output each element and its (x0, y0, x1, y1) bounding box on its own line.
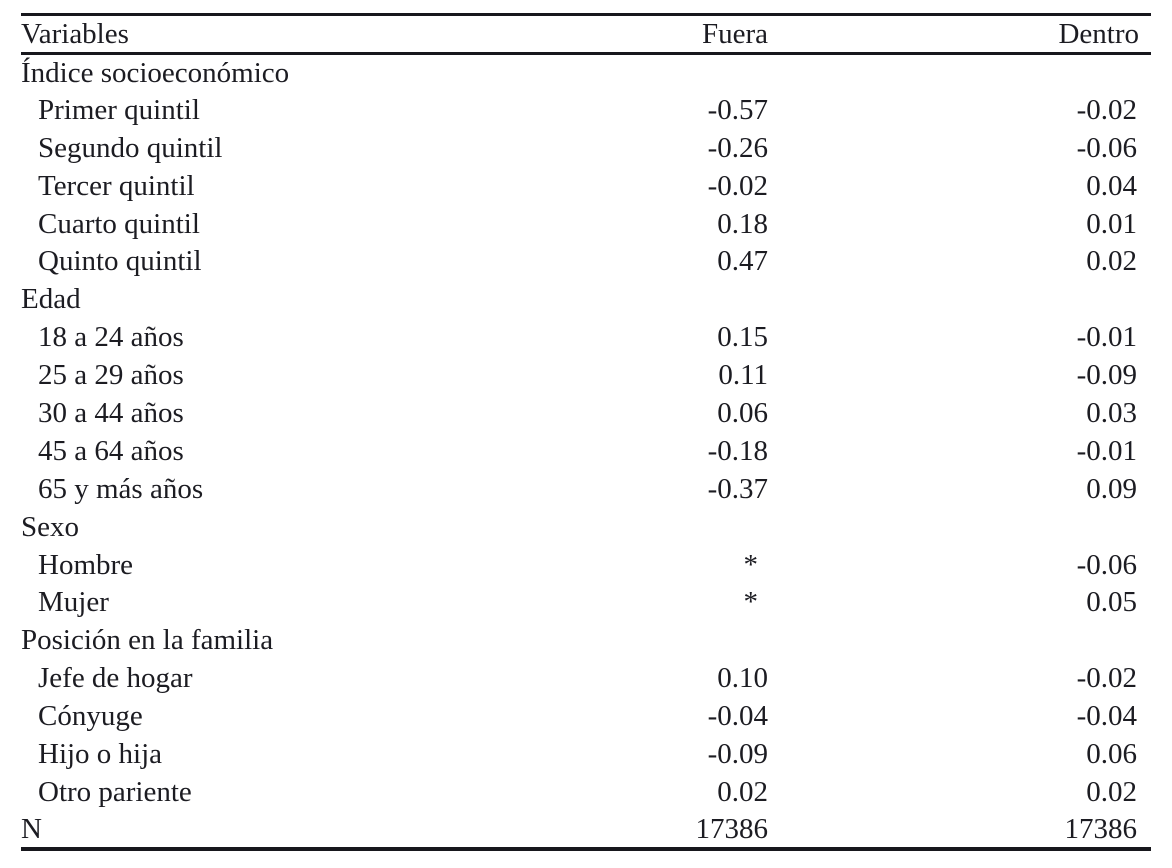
row-label: Mujer (38, 586, 109, 619)
dentro-value: 17386 (1064, 812, 1138, 845)
dentro-value: 0.01 (1086, 207, 1137, 240)
dentro-value: 0.03 (1086, 396, 1137, 429)
dentro-value (768, 281, 1151, 319)
table-row: 25 a 29 años 0.11 -0.09 (21, 357, 1151, 395)
fuera-value: 0.11 (718, 359, 768, 392)
row-label: Quinto quintil (38, 245, 202, 278)
fuera-value: -0.57 (707, 93, 768, 126)
dentro-value (768, 54, 1151, 92)
fuera-value: -0.37 (707, 472, 768, 505)
table-row: Posición en la familia (21, 622, 1151, 660)
fuera-value (521, 622, 768, 660)
fuera-value: 0.02 (717, 775, 768, 808)
dentro-value: -0.06 (1076, 548, 1137, 581)
table-row: Primer quintil -0.57 -0.02 (21, 91, 1151, 129)
row-label: 30 a 44 años (38, 396, 184, 429)
dentro-value: 0.09 (1086, 472, 1137, 505)
row-label: Jefe de hogar (38, 662, 193, 695)
fuera-value (521, 281, 768, 319)
row-label: Índice socioeconómico (21, 56, 290, 89)
table-body: Índice socioeconómico Primer quintil -0.… (21, 54, 1151, 850)
header-row: Variables Fuera Dentro (21, 15, 1151, 54)
fuera-value: -0.02 (707, 169, 768, 202)
table-row: 30 a 44 años 0.06 0.03 (21, 395, 1151, 433)
dentro-value: -0.02 (1076, 93, 1137, 126)
statistics-table: Variables Fuera Dentro Índice socioeconó… (21, 13, 1151, 852)
table-row: N 17386 17386 (21, 811, 1151, 849)
fuera-value: 0.10 (717, 662, 768, 695)
table-row: Cuarto quintil 0.18 0.01 (21, 205, 1151, 243)
table-row: 45 a 64 años -0.18 -0.01 (21, 432, 1151, 470)
row-label: Hombre (38, 548, 134, 581)
table-row: 18 a 24 años 0.15 -0.01 (21, 319, 1151, 357)
table-row: Cónyuge -0.04 -0.04 (21, 698, 1151, 736)
dentro-value: -0.01 (1076, 321, 1137, 354)
table-row: Índice socioeconómico (21, 54, 1151, 92)
dentro-value: -0.01 (1076, 434, 1137, 467)
table-row: 65 y más años -0.37 0.09 (21, 470, 1151, 508)
dentro-value: -0.02 (1076, 662, 1137, 695)
fuera-value: 17386 (695, 812, 769, 845)
fuera-value: * (743, 586, 759, 619)
table-row: Mujer * 0.05 (21, 584, 1151, 622)
fuera-value: -0.09 (707, 737, 768, 770)
dentro-value: 0.06 (1086, 737, 1137, 770)
row-label: Cuarto quintil (38, 207, 200, 240)
row-label: Posición en la familia (21, 624, 274, 657)
dentro-value: 0.05 (1086, 586, 1137, 619)
fuera-value: -0.26 (707, 131, 768, 164)
fuera-value (521, 54, 768, 92)
row-label: Edad (21, 283, 81, 316)
table-row: Segundo quintil -0.26 -0.06 (21, 129, 1151, 167)
row-label: Hijo o hija (38, 737, 163, 770)
row-label: Cónyuge (38, 700, 143, 733)
dentro-value: -0.04 (1076, 700, 1137, 733)
row-label: Tercer quintil (38, 169, 195, 202)
row-label: 45 a 64 años (38, 434, 184, 467)
row-label: 18 a 24 años (38, 321, 184, 354)
dentro-value: 0.04 (1086, 169, 1137, 202)
dentro-value: 0.02 (1086, 775, 1137, 808)
table-row: Otro pariente 0.02 0.02 (21, 773, 1151, 811)
row-label: 65 y más años (38, 472, 204, 505)
fuera-value: 0.18 (717, 207, 768, 240)
fuera-value (521, 508, 768, 546)
table-row: Hijo o hija -0.09 0.06 (21, 736, 1151, 774)
fuera-value: * (743, 548, 759, 581)
column-header-fuera: Fuera (701, 17, 768, 50)
row-label: Otro pariente (38, 775, 192, 808)
row-label: Primer quintil (38, 93, 200, 126)
column-header-dentro: Dentro (1058, 17, 1139, 50)
table-row: Tercer quintil -0.02 0.04 (21, 167, 1151, 205)
row-label: 25 a 29 años (38, 359, 184, 392)
table-row: Sexo (21, 508, 1151, 546)
row-label: Sexo (21, 510, 79, 543)
table-row: Quinto quintil 0.47 0.02 (21, 243, 1151, 281)
fuera-value: 0.06 (717, 396, 768, 429)
row-label: Segundo quintil (38, 131, 223, 164)
fuera-value: -0.04 (707, 700, 768, 733)
column-header-variables: Variables (21, 17, 129, 50)
table-row: Hombre * -0.06 (21, 546, 1151, 584)
fuera-value: 0.15 (717, 321, 768, 354)
dentro-value (768, 508, 1151, 546)
row-label: N (21, 812, 42, 845)
dentro-value (768, 622, 1151, 660)
dentro-value: -0.09 (1076, 359, 1137, 392)
dentro-value: -0.06 (1076, 131, 1137, 164)
fuera-value: 0.47 (717, 245, 768, 278)
fuera-value: -0.18 (707, 434, 768, 467)
table-row: Jefe de hogar 0.10 -0.02 (21, 660, 1151, 698)
dentro-value: 0.02 (1086, 245, 1137, 278)
table-row: Edad (21, 281, 1151, 319)
